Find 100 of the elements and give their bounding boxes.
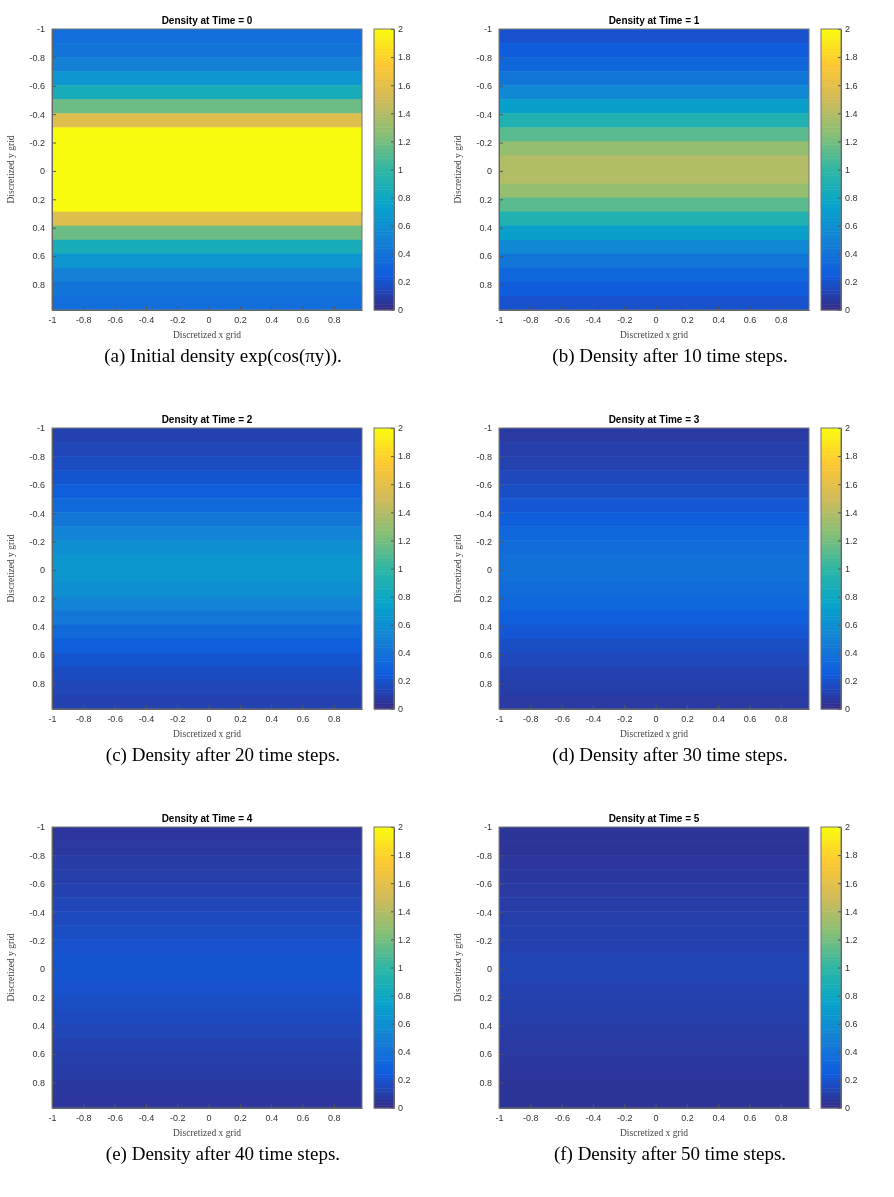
color-bar-label: 0.2 [845,1075,858,1086]
text: (e) Density after 40 time steps. [105,1143,341,1165]
x-tick-label: 0 [653,315,659,326]
y-tick-label: 0.4 [32,223,45,234]
x-tick-label: 0 [206,714,212,725]
color-bar-label: 2 [845,423,851,434]
y-tick-label: -1 [483,24,492,35]
color-bar-label: 1.2 [845,535,858,546]
x-tick-label: 0.2 [234,714,247,725]
x-tick-label: 0.8 [775,315,788,326]
x-tick-label: 0.2 [681,714,694,725]
y-tick-label: 0 [486,166,492,177]
x-tick-label: -1 [48,315,57,326]
y-tick-label: -0.6 [29,879,45,890]
y-tick-label: -1 [36,423,45,434]
color-bar-label: 1 [845,164,851,175]
x-tick-label: -0.6 [107,315,123,326]
color-bar-label: 0.6 [845,221,858,232]
y-tick-label: 0.8 [479,279,492,290]
chart-title: Density at Time = 4 [161,813,253,824]
y-tick-label: 0.6 [479,650,492,661]
color-bar-label: 0.8 [845,192,858,203]
color-bar-label: 0.2 [398,277,411,288]
x-tick-label: -0.2 [169,714,186,725]
y-tick-label: -0.8 [476,850,492,861]
x-tick-label: -0.8 [523,1113,539,1124]
x-tick-label: 0.2 [681,315,694,326]
x-tick-label: 0.4 [265,315,278,326]
color-bar-label: 1.6 [845,80,858,91]
chart-title: Density at Time = 2 [161,414,253,425]
x-tick-label: 0.4 [712,315,725,326]
x-tick-label: 0.4 [265,1113,278,1124]
x-axis-title: Discretized x grid [619,330,689,340]
color-bar-label: 0.6 [845,1019,858,1030]
color-bar-label: 2 [845,822,851,833]
color-bar-label: 0.6 [398,1019,411,1030]
x-tick-label: 0.8 [328,315,341,326]
color-bar-label: 0.2 [398,676,411,687]
x-tick-label: -0.8 [76,1113,92,1124]
y-tick-label: 0.4 [479,223,492,234]
color-bar-label: 1.2 [398,136,411,147]
y-tick-label: 0 [39,166,45,177]
color-bar-label: 2 [845,24,851,35]
x-tick-label: -0.2 [169,315,186,326]
y-tick-label: -0.4 [476,508,492,519]
y-tick-label: 0 [486,964,492,975]
y-tick-label: -0.8 [476,451,492,462]
x-axis-title: Discretized x grid [172,330,242,340]
y-tick-label: 0.6 [32,1049,45,1060]
y-tick-label: -0.8 [29,52,45,63]
color-bar-label: 0.8 [398,591,411,602]
color-bar-label: 1.4 [845,108,858,119]
x-tick-label: 0 [206,1113,212,1124]
color-bar-label: 2 [398,24,404,35]
color-bar-label: 1.4 [398,108,411,119]
text: (f) Density after 50 time steps. [553,1143,787,1165]
y-tick-label: -0.6 [29,480,45,491]
y-tick-label: 0.6 [32,251,45,262]
x-tick-label: 0 [653,1113,659,1124]
y-tick-label: -0.4 [29,109,45,120]
color-bar-label: 0 [398,704,404,715]
x-tick-label: 0 [653,714,659,725]
x-tick-label: 0.6 [743,714,757,725]
color-bar-label: 1.8 [845,850,858,861]
x-tick-label: -1 [495,315,504,326]
color-bar-label: 0.4 [845,249,858,260]
color-bar-label: 0.4 [398,1047,411,1058]
color-bar-label: 0.8 [398,990,411,1001]
x-tick-label: -0.6 [554,1113,570,1124]
color-bar-label: 1.4 [398,906,411,917]
x-tick-label: 0.6 [296,315,310,326]
x-tick-label: -0.4 [138,315,155,326]
x-tick-label: -0.2 [616,714,633,725]
color-bar-label: 0.6 [398,221,411,232]
y-tick-label: 0.2 [479,194,492,205]
x-tick-label: -0.2 [616,1113,633,1124]
y-tick-label: 0 [39,565,45,576]
y-tick-label: -0.2 [476,935,492,946]
x-tick-label: -0.8 [523,315,539,326]
color-bar-label: 0.6 [398,620,411,631]
x-tick-label: 0.6 [743,1113,757,1124]
color-bar-label: 1 [845,962,851,973]
chart-title: Density at Time = 5 [608,813,700,824]
text: (b) Density after 10 time steps. [552,345,788,367]
y-tick-label: -0.2 [476,137,492,148]
color-bar-label: 1 [398,563,404,574]
y-axis-title: Discretized y grid [453,135,463,204]
x-tick-label: -0.4 [138,714,155,725]
color-bar-label: 1.8 [845,451,858,462]
y-tick-label: 0.8 [479,1077,492,1088]
x-tick-label: 0.8 [328,714,341,725]
y-tick-label: -0.4 [476,907,492,918]
x-tick-label: 0.8 [328,1113,341,1124]
x-tick-label: 0.4 [265,714,278,725]
y-tick-label: -0.2 [476,536,492,547]
y-tick-label: 0.8 [32,678,45,689]
y-tick-label: 0.4 [479,622,492,633]
x-tick-label: 0.2 [234,1113,247,1124]
x-tick-label: 0.2 [234,315,247,326]
y-tick-label: -0.6 [476,879,492,890]
